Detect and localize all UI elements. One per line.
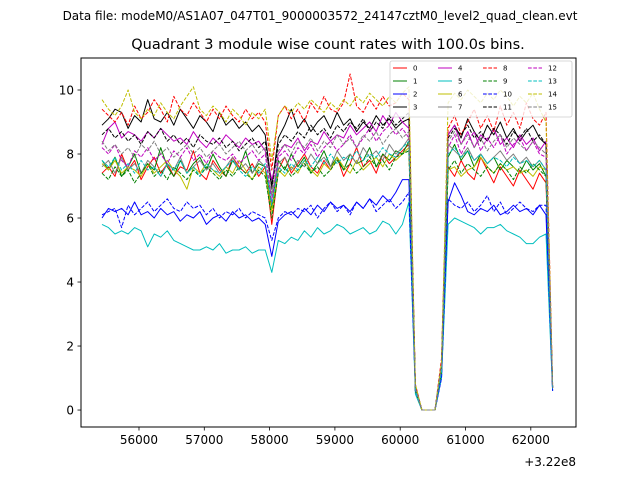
x-tick-label: 58000 bbox=[251, 433, 289, 447]
legend-label-6: 6 bbox=[458, 91, 463, 99]
series-line-7 bbox=[101, 137, 554, 411]
series-line-15 bbox=[101, 127, 554, 411]
legend-label-12: 12 bbox=[548, 65, 557, 73]
series-line-5 bbox=[101, 201, 554, 411]
legend-label-3: 3 bbox=[413, 104, 417, 112]
series-line-2 bbox=[101, 179, 554, 411]
y-tick-label: 6 bbox=[66, 212, 74, 226]
legend-label-4: 4 bbox=[458, 65, 463, 73]
legend-label-5: 5 bbox=[458, 78, 462, 86]
legend-label-2: 2 bbox=[413, 91, 417, 99]
x-tick-label: 56000 bbox=[120, 433, 158, 447]
series-line-0 bbox=[101, 143, 554, 411]
data-file-label: Data file: modeM0/AS1A07_047T01_90000035… bbox=[63, 9, 578, 23]
y-tick-label: 4 bbox=[66, 276, 74, 290]
legend-label-9: 9 bbox=[503, 78, 507, 86]
x-offset-label: +3.22e8 bbox=[524, 455, 576, 469]
x-tick-label: 60000 bbox=[381, 433, 419, 447]
y-tick-label: 2 bbox=[66, 340, 74, 354]
y-tick-label: 0 bbox=[66, 404, 74, 418]
plot-area bbox=[101, 73, 554, 411]
series-line-6 bbox=[101, 147, 554, 411]
y-tick-label: 8 bbox=[66, 148, 74, 162]
legend-frame bbox=[389, 60, 573, 118]
legend-label-0: 0 bbox=[413, 65, 417, 73]
x-tick-label: 57000 bbox=[185, 433, 223, 447]
series-line-4 bbox=[101, 111, 554, 411]
x-tick-label: 62000 bbox=[512, 433, 550, 447]
series-line-10 bbox=[101, 191, 554, 411]
legend-label-8: 8 bbox=[503, 65, 507, 73]
series-line-14 bbox=[101, 86, 554, 411]
legend-label-10: 10 bbox=[503, 91, 512, 99]
legend-label-1: 1 bbox=[413, 78, 417, 86]
legend-label-15: 15 bbox=[548, 104, 557, 112]
x-tick-label: 61000 bbox=[446, 433, 484, 447]
y-tick-label: 10 bbox=[59, 84, 74, 98]
series-line-11 bbox=[101, 111, 554, 411]
legend-label-14: 14 bbox=[548, 91, 557, 99]
chart-title: Quadrant 3 module wise count rates with … bbox=[131, 37, 525, 53]
series-line-13 bbox=[101, 140, 554, 411]
x-tick-label: 59000 bbox=[316, 433, 354, 447]
axis-ticks: 56000 57000 58000 59000 60000 61000 62000 0 2 4 6 8… bbox=[59, 84, 550, 447]
series-line-3 bbox=[101, 99, 554, 411]
legend-label-7: 7 bbox=[458, 104, 462, 112]
axes-frame bbox=[80, 57, 577, 428]
legend-label-11: 11 bbox=[503, 104, 512, 112]
series-line-9 bbox=[101, 150, 554, 411]
legend-label-13: 13 bbox=[548, 78, 557, 86]
series-line-8 bbox=[101, 73, 554, 411]
